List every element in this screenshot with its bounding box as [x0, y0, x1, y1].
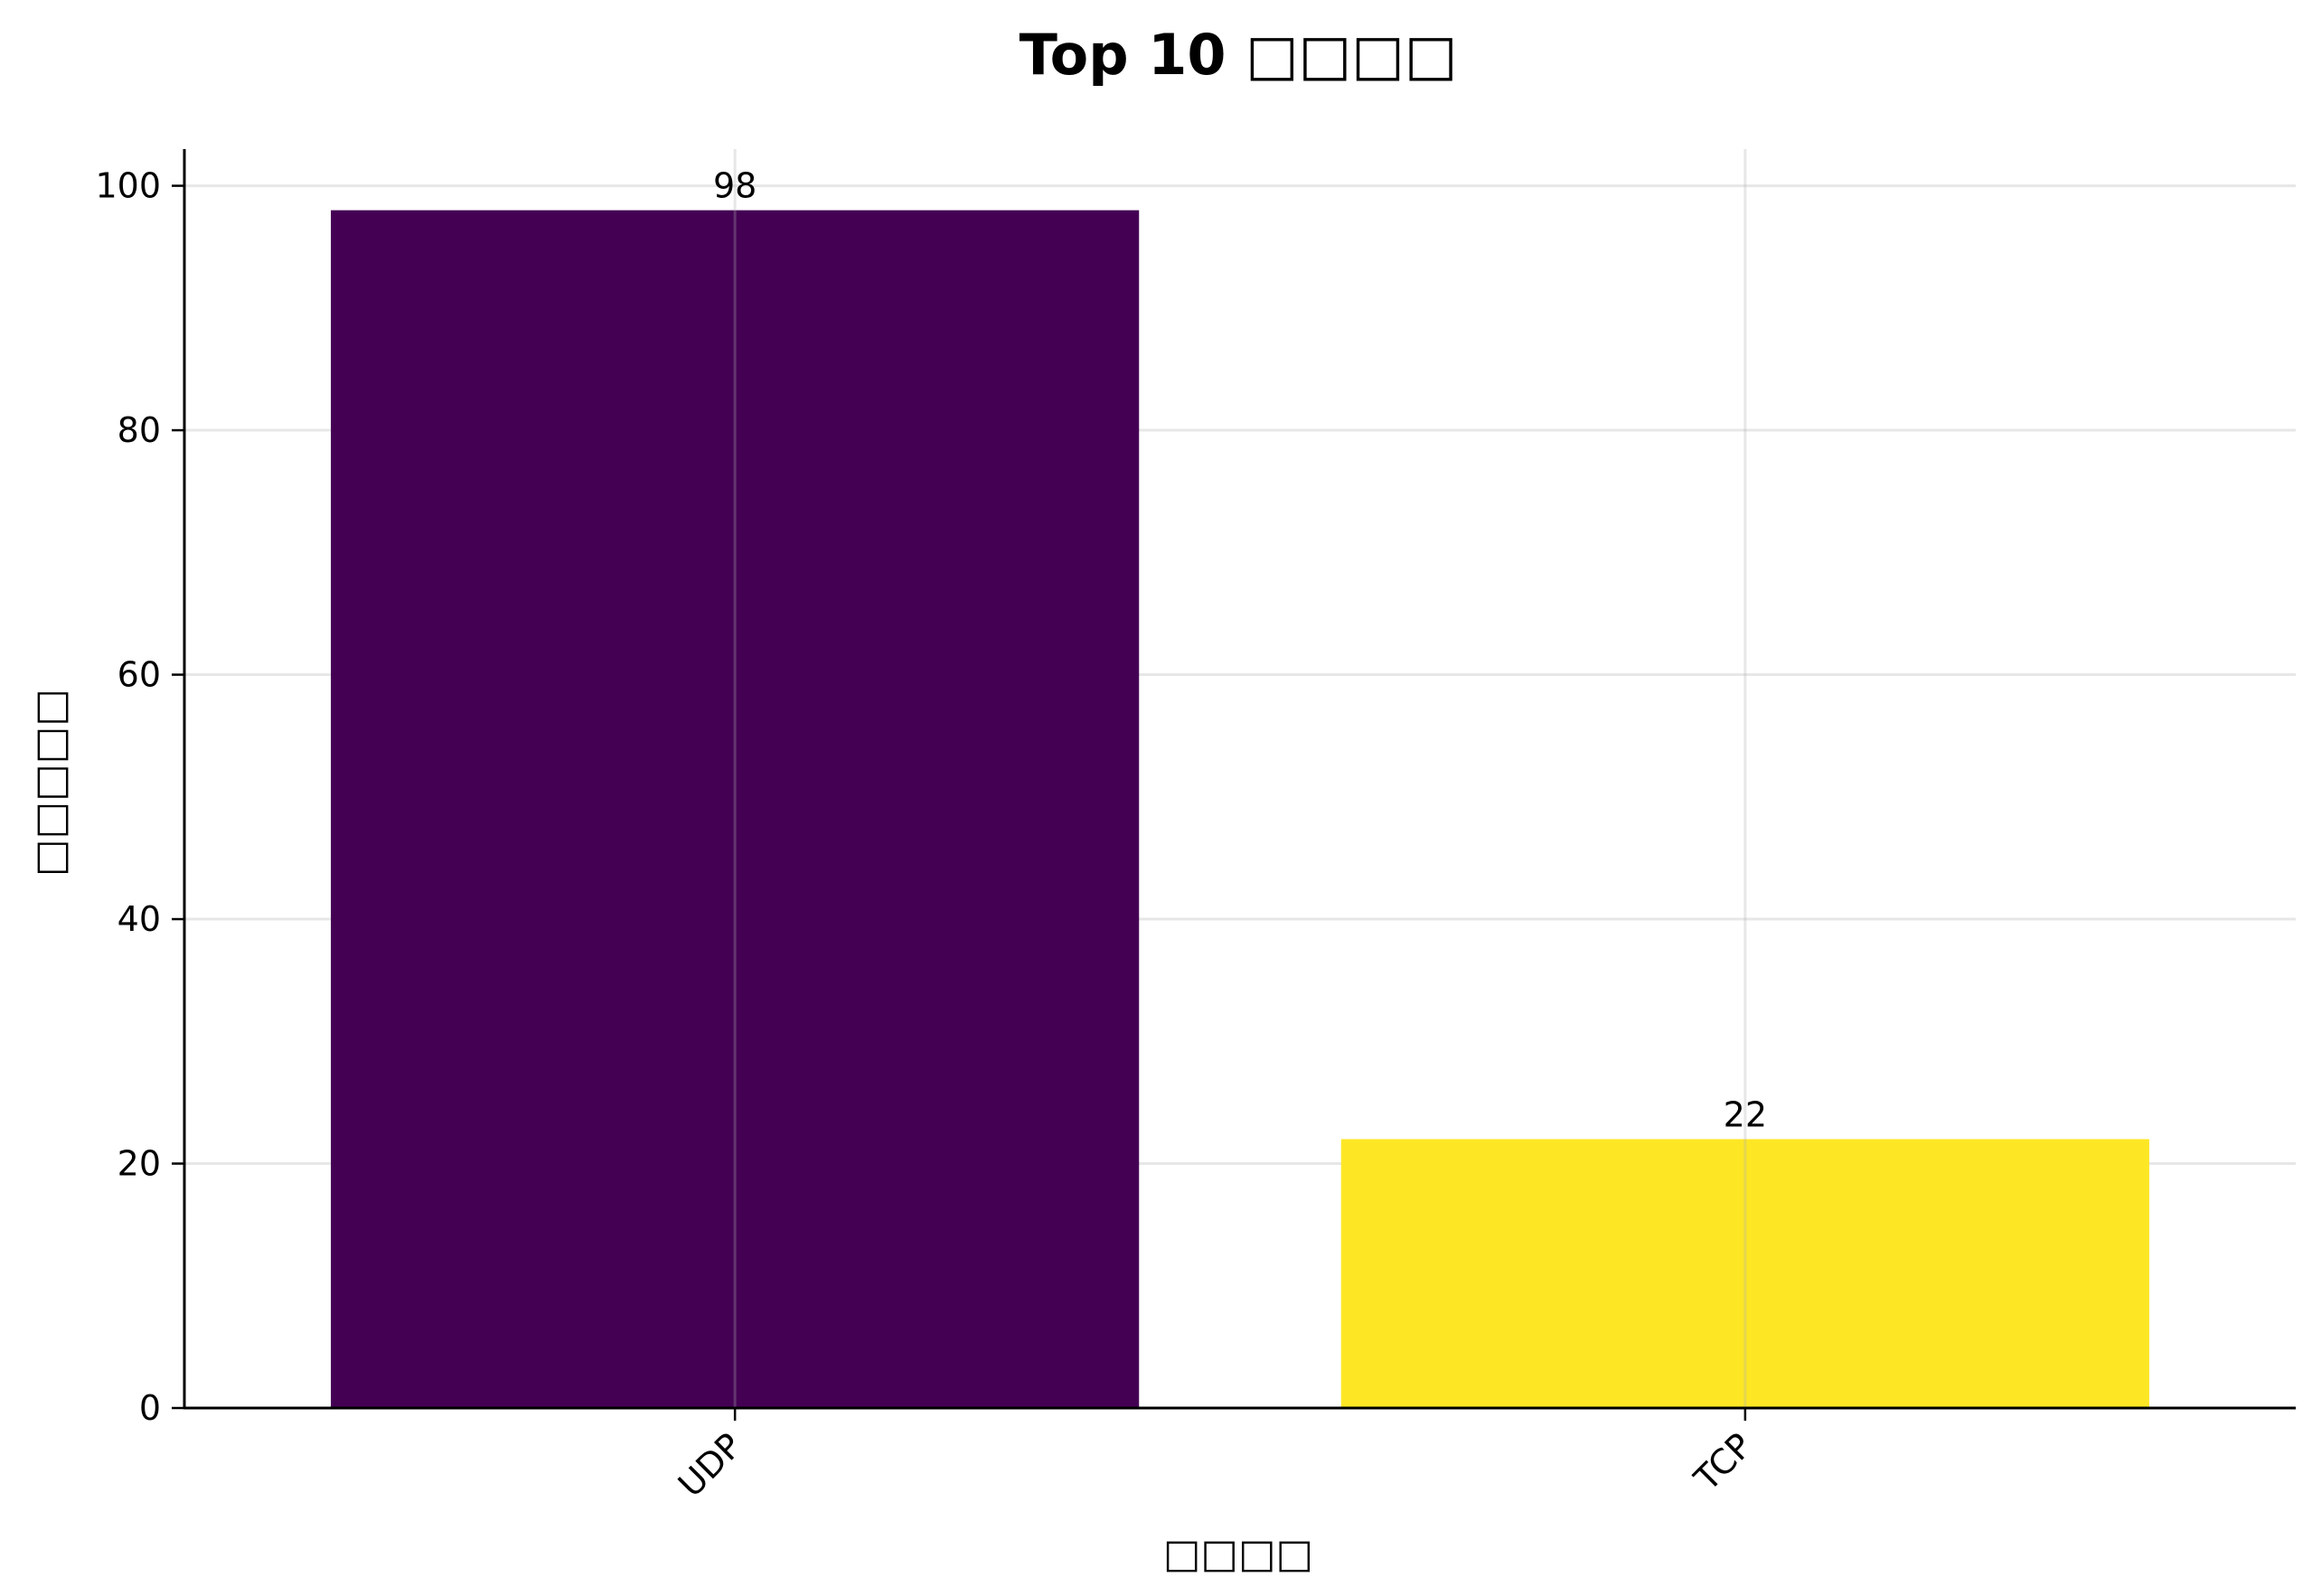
y-tick-label: 0: [139, 1388, 161, 1428]
bar-udp: [331, 210, 1140, 1409]
y-tick-label: 60: [117, 655, 161, 695]
y-tick-label: 20: [117, 1144, 161, 1184]
y-tick-label: 40: [117, 899, 161, 939]
data-labels: 98 22: [713, 166, 1767, 1135]
bar-tcp: [1340, 1139, 2149, 1408]
y-tick-label: 80: [117, 410, 161, 450]
axes: [183, 149, 2296, 1410]
chart-title: Top 10 □□□□: [1020, 22, 1458, 88]
bars: [331, 210, 2149, 1409]
vertical-grid-lines: [733, 149, 1747, 1408]
data-label: 98: [713, 166, 757, 206]
x-axis-label: □□□□: [1163, 1531, 1313, 1577]
data-label: 22: [1724, 1094, 1767, 1134]
y-tick-label: 100: [95, 166, 161, 206]
y-axis-label: □□□□□: [27, 689, 73, 877]
